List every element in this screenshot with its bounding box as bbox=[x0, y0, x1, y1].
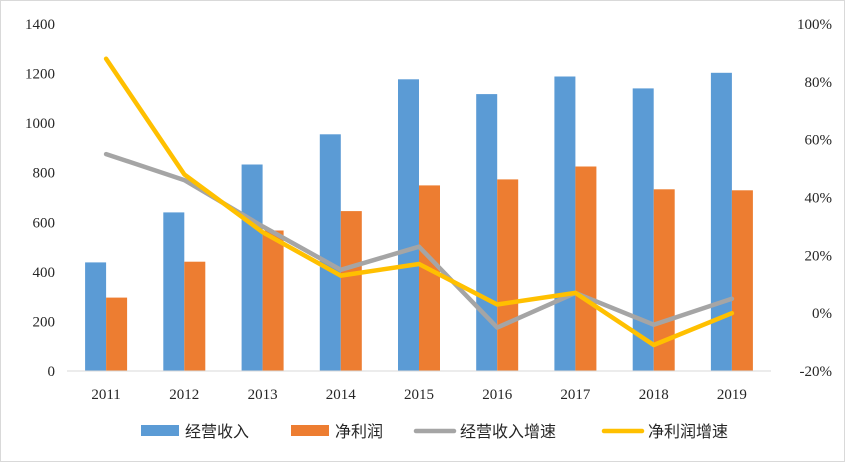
line-layer bbox=[103, 56, 735, 348]
right-tick-label: 100% bbox=[797, 17, 832, 33]
legend-net-profit-growth-item: 净利润增速 bbox=[601, 422, 728, 441]
bar-net-profit-2013 bbox=[262, 230, 284, 371]
x-tick-label: 2012 bbox=[169, 387, 199, 403]
left-tick-label: 800 bbox=[33, 166, 56, 182]
right-tick-label: -20% bbox=[800, 364, 833, 380]
x-tick-label: 2018 bbox=[639, 387, 669, 403]
x-tick-label: 2013 bbox=[248, 387, 278, 403]
bar-revenue-2017 bbox=[554, 76, 576, 371]
bar-net-profit-2014 bbox=[340, 211, 362, 371]
bar-net-profit-2011 bbox=[106, 297, 128, 371]
bar-revenue-2019 bbox=[710, 72, 732, 372]
right-axis: -20% 0% 20% 40% 60% 80% 100% bbox=[797, 17, 832, 380]
left-tick-label: 1200 bbox=[25, 67, 55, 83]
bar-net-profit-2012 bbox=[184, 261, 206, 371]
legend-revenue-swatch bbox=[141, 425, 179, 436]
bar-revenue-2013 bbox=[241, 164, 263, 371]
bar-revenue-2015 bbox=[398, 79, 419, 372]
bar-revenue-2016 bbox=[476, 94, 498, 371]
bar-net-profit-2019 bbox=[731, 190, 753, 371]
legend-revenue-item: 经营收入 bbox=[141, 422, 249, 441]
left-tick-label: 200 bbox=[33, 314, 56, 330]
right-tick-label: 80% bbox=[805, 75, 833, 91]
right-tick-label: 40% bbox=[805, 191, 833, 207]
bar-revenue-2011 bbox=[85, 262, 107, 371]
left-tick-label: 400 bbox=[33, 265, 56, 281]
bar-net-profit-2015 bbox=[419, 185, 440, 371]
bar-revenue-2012 bbox=[163, 212, 185, 371]
legend-revenue-growth-item: 经营收入增速 bbox=[413, 422, 556, 441]
line-net-profit-growth bbox=[103, 56, 735, 348]
x-tick-label: 2016 bbox=[482, 387, 513, 403]
legend-revenue-growth-label: 经营收入增速 bbox=[460, 422, 556, 441]
left-tick-label: 600 bbox=[33, 215, 56, 231]
bar-net-profit-2016 bbox=[497, 179, 519, 371]
legend-net-profit-item: 净利润 bbox=[291, 422, 383, 441]
legend-net-profit-growth-label: 净利润增速 bbox=[648, 422, 728, 441]
bar-revenue-2018 bbox=[632, 88, 654, 372]
x-tick-label: 2014 bbox=[326, 387, 357, 403]
legend-net-profit-label: 净利润 bbox=[335, 422, 383, 441]
left-tick-label: 1000 bbox=[25, 116, 55, 132]
right-tick-label: 20% bbox=[805, 248, 833, 264]
legend: 经营收入 净利润 经营收入增速 净利润增速 bbox=[141, 422, 728, 441]
right-tick-label: 0% bbox=[812, 306, 832, 322]
x-tick-label: 2015 bbox=[404, 387, 434, 403]
x-tick-label: 2011 bbox=[91, 387, 120, 403]
legend-net-profit-swatch bbox=[291, 425, 329, 436]
left-axis: 0 200 400 600 800 1000 1200 1400 bbox=[25, 17, 55, 380]
bar-net-profit-2017 bbox=[575, 166, 597, 371]
x-tick-label: 2019 bbox=[717, 387, 747, 403]
bar-net-profit-2018 bbox=[653, 189, 675, 371]
x-tick-label: 2017 bbox=[560, 387, 591, 403]
right-tick-label: 60% bbox=[805, 133, 833, 149]
left-tick-label: 0 bbox=[48, 364, 56, 380]
bar-revenue-2014 bbox=[319, 134, 341, 371]
x-axis: 2011 2012 2013 2014 2015 2016 2017 2018 2019 bbox=[91, 387, 747, 403]
left-tick-label: 1400 bbox=[25, 17, 55, 33]
legend-revenue-label: 经营收入 bbox=[185, 422, 249, 441]
